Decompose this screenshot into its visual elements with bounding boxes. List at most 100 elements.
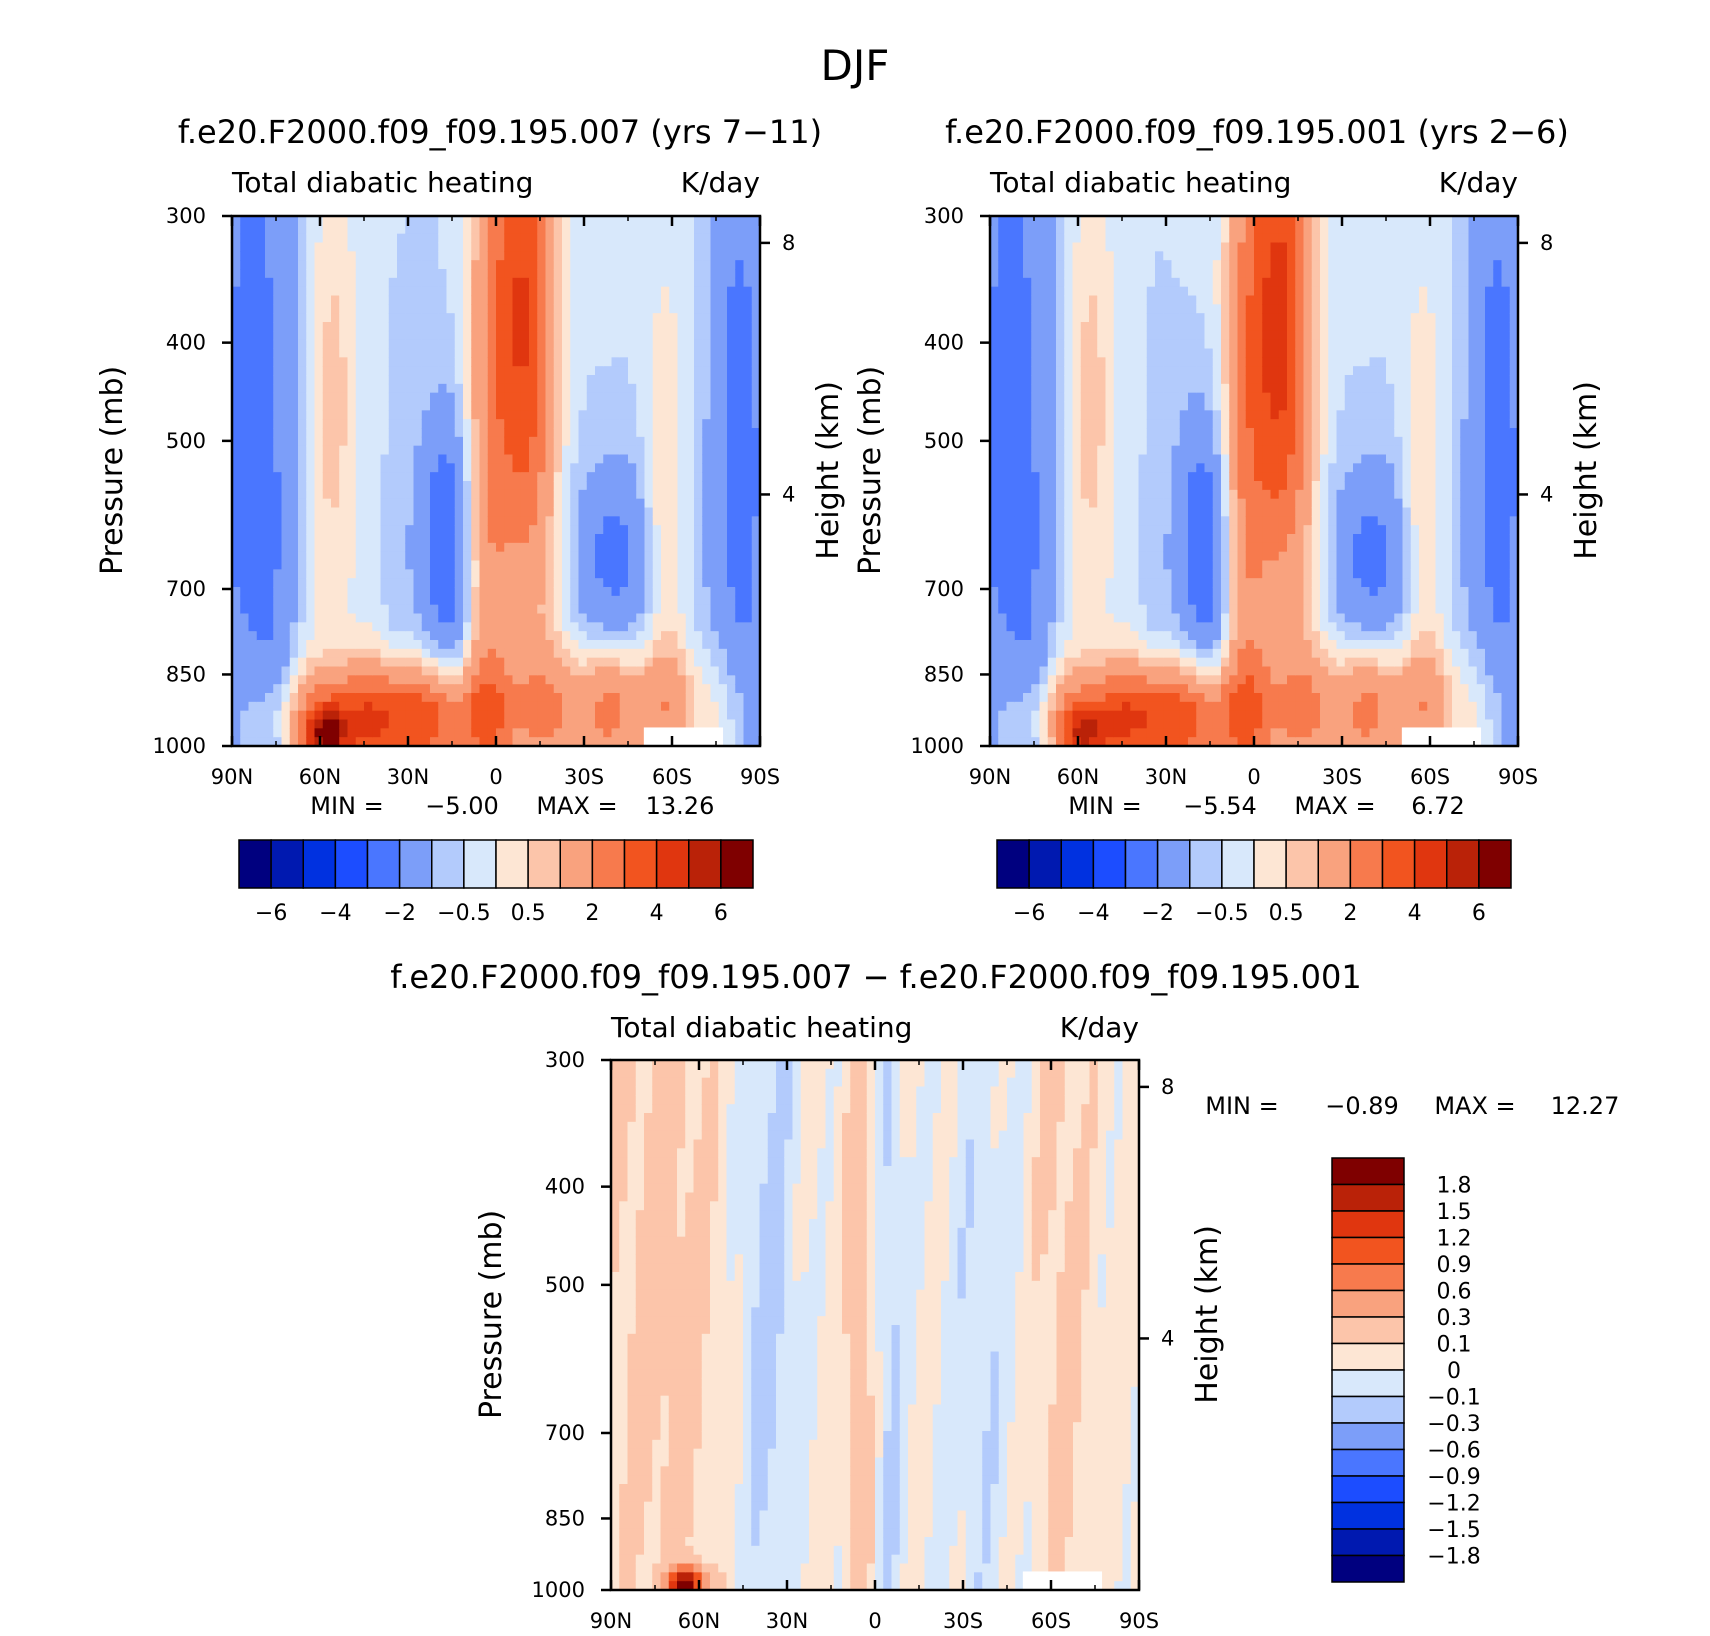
- field-cell: [636, 560, 646, 570]
- field-cell: [652, 330, 662, 341]
- field-cell: [397, 357, 406, 367]
- field-cell: [529, 710, 538, 721]
- field-cell: [611, 357, 621, 367]
- field-cell: [1031, 587, 1041, 597]
- field-cell: [454, 578, 464, 588]
- field-cell: [619, 242, 629, 252]
- field-cell: [562, 260, 571, 270]
- field-cell: [1039, 330, 1049, 341]
- field-cell: [314, 481, 324, 491]
- field-cell: [273, 516, 283, 526]
- field-cell: [537, 286, 547, 297]
- field-cell: [438, 233, 448, 244]
- field-cell: [248, 648, 258, 659]
- field-cell: [619, 613, 629, 623]
- field-cell: [603, 719, 613, 729]
- field-cell: [1014, 286, 1024, 297]
- field-cell: [1105, 481, 1115, 491]
- field-cell: [397, 295, 406, 305]
- field-cell: [1047, 737, 1057, 747]
- field-cell: [347, 657, 357, 668]
- field-cell: [1014, 313, 1024, 323]
- field-cell: [1113, 313, 1123, 323]
- field-cell: [281, 339, 291, 350]
- field-cell: [1047, 498, 1057, 509]
- field-cell: [727, 719, 736, 729]
- field-cell: [990, 392, 999, 403]
- field-cell: [751, 216, 761, 226]
- field-cell: [669, 640, 679, 650]
- field-cell: [232, 304, 241, 314]
- field-cell: [397, 507, 406, 517]
- field-cell: [1056, 534, 1065, 544]
- field-cell: [1089, 640, 1098, 650]
- field-cell: [619, 525, 629, 535]
- field-cell: [735, 569, 745, 579]
- field-cell: [537, 322, 547, 332]
- field-cell: [322, 357, 332, 367]
- field-cell: [1080, 392, 1090, 403]
- field-cell: [570, 648, 580, 659]
- field-cell: [355, 481, 365, 491]
- field-cell: [298, 534, 307, 544]
- field-cell: [512, 472, 522, 482]
- field-cell: [619, 640, 629, 650]
- field-cell: [677, 392, 687, 403]
- field-cell: [1006, 710, 1016, 721]
- field-cell: [1039, 419, 1049, 429]
- field-cell: [694, 701, 703, 712]
- field-cell: [595, 383, 604, 394]
- field-cell: [388, 269, 398, 279]
- field-cell: [578, 313, 588, 323]
- field-cell: [545, 454, 555, 464]
- field-cell: [520, 339, 530, 350]
- field-cell: [463, 322, 472, 332]
- field-cell: [595, 640, 604, 650]
- field-cell: [1023, 657, 1032, 668]
- field-cell: [578, 648, 588, 659]
- field-cell: [438, 224, 448, 235]
- field-cell: [603, 507, 613, 517]
- field-cell: [331, 260, 340, 270]
- field-cell: [1080, 622, 1090, 632]
- field-cell: [1080, 701, 1090, 712]
- field-cell: [380, 233, 390, 244]
- field-cell: [289, 472, 299, 482]
- field-cell: [570, 481, 580, 491]
- field-cell: [298, 657, 307, 668]
- field-cell: [570, 330, 580, 341]
- field-cell: [463, 516, 472, 526]
- field-cell: [619, 392, 629, 403]
- field-cell: [364, 313, 373, 323]
- field-cell: [331, 322, 340, 332]
- field-cell: [512, 366, 522, 376]
- field-cell: [1080, 675, 1090, 685]
- field-cell: [1072, 507, 1082, 517]
- field-cell: [595, 260, 604, 270]
- field-cell: [380, 251, 390, 261]
- field-cell: [998, 560, 1008, 570]
- field-cell: [1097, 339, 1107, 350]
- field-cell: [1105, 277, 1115, 288]
- field-cell: [1056, 322, 1065, 332]
- field-cell: [322, 481, 332, 491]
- colorbar-box: [623, 839, 658, 889]
- field-cell: [479, 631, 489, 641]
- field-cell: [1097, 498, 1107, 509]
- field-cell: [240, 436, 250, 447]
- field-cell: [314, 295, 324, 305]
- field-cell: [397, 675, 406, 685]
- field-cell: [1097, 463, 1107, 473]
- field-cell: [421, 613, 431, 623]
- field-cell: [421, 392, 431, 403]
- field-cell: [718, 366, 728, 376]
- field-cell: [289, 525, 299, 535]
- field-cell: [232, 507, 241, 517]
- field-cell: [314, 595, 324, 606]
- field-cell: [504, 357, 514, 367]
- field-cell: [372, 445, 382, 456]
- field-cell: [281, 666, 291, 676]
- field-cell: [636, 525, 646, 535]
- field-cell: [644, 648, 654, 659]
- field-cell: [256, 551, 266, 562]
